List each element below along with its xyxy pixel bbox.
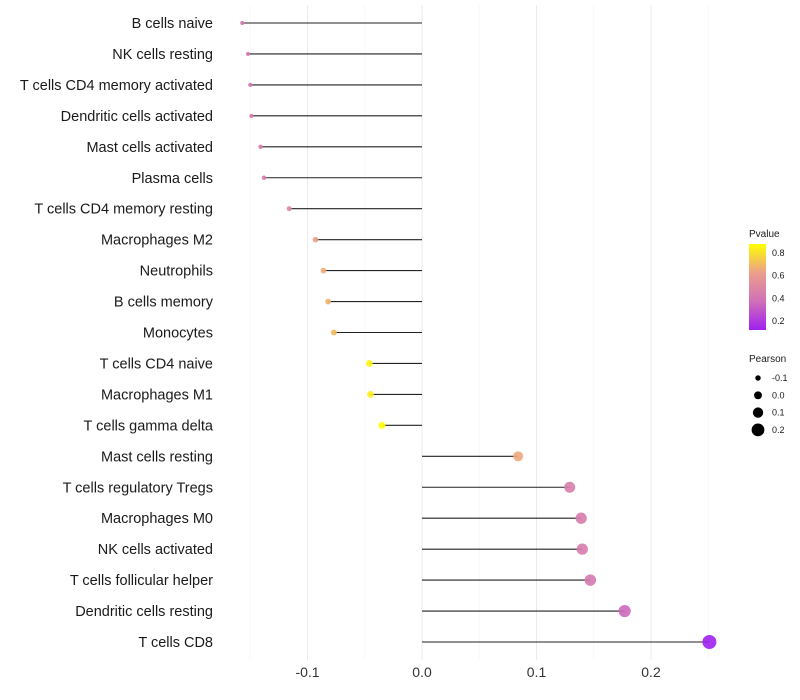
lollipop-point xyxy=(248,82,253,88)
lollipop-point xyxy=(618,604,631,618)
size-legend-label: 0.1 xyxy=(772,408,785,418)
lollipop-point xyxy=(575,512,587,524)
color-bar-tick: 0.2 xyxy=(772,316,785,326)
legend-title-pvalue: Pvalue xyxy=(749,229,780,240)
lollipop-point xyxy=(320,267,327,274)
category-label: B cells naive xyxy=(132,16,213,32)
lollipop-point xyxy=(365,360,373,367)
lollipop-point xyxy=(312,236,319,243)
lollipop-point xyxy=(240,20,245,26)
color-bar-tick: 0.6 xyxy=(772,271,785,281)
lollipop-point xyxy=(564,481,576,493)
category-label: Monocytes xyxy=(143,326,213,342)
lollipop-point xyxy=(258,144,263,150)
color-bar-tick: 0.4 xyxy=(772,293,785,303)
lollipop-point xyxy=(325,298,332,305)
size-legend-label: 0.0 xyxy=(772,390,785,400)
category-label: B cells memory xyxy=(114,295,214,311)
color-bar-tick: 0.8 xyxy=(772,248,785,258)
category-label: Macrophages M1 xyxy=(101,387,213,403)
size-legend-label: 0.2 xyxy=(772,425,785,435)
category-label: Macrophages M2 xyxy=(101,233,213,249)
x-tick-label: 0.0 xyxy=(412,664,432,680)
size-legend-dot xyxy=(755,375,761,381)
size-legend-dot xyxy=(754,391,762,400)
category-label: Mast cells activated xyxy=(86,140,213,156)
category-label: T cells regulatory Tregs xyxy=(63,480,213,496)
lollipop-point xyxy=(249,113,254,118)
x-tick-label: 0.1 xyxy=(527,664,547,680)
lollipop-point xyxy=(584,574,597,586)
lollipop-point xyxy=(286,206,292,212)
lollipop-point xyxy=(245,51,251,57)
size-legend-dot xyxy=(751,423,765,437)
category-label: T cells follicular helper xyxy=(70,573,213,589)
category-label: T cells CD4 memory activated xyxy=(20,78,213,94)
category-label: T cells CD4 memory resting xyxy=(34,202,213,218)
category-label: Dendritic cells resting xyxy=(75,604,213,620)
category-label: T cells gamma delta xyxy=(84,418,214,434)
category-label: Dendritic cells activated xyxy=(61,109,213,125)
category-label: Neutrophils xyxy=(140,264,213,280)
lollipop-point xyxy=(261,175,267,181)
lollipop-point xyxy=(367,390,374,398)
category-label: NK cells resting xyxy=(112,47,213,63)
lollipop-point xyxy=(330,329,337,336)
lollipop-point xyxy=(513,451,524,462)
color-bar xyxy=(749,244,766,330)
lollipop-point xyxy=(702,634,717,650)
legend-title-pearson: Pearson xyxy=(749,354,786,365)
category-label: Macrophages M0 xyxy=(101,511,213,527)
category-label: T cells CD4 naive xyxy=(100,356,213,372)
size-legend-dot xyxy=(752,407,764,418)
lollipop-point xyxy=(378,421,386,429)
category-label: Mast cells resting xyxy=(101,449,213,465)
category-label: T cells CD8 xyxy=(138,635,213,651)
category-label: Plasma cells xyxy=(132,171,213,187)
lollipop-point xyxy=(576,543,588,555)
size-legend-label: -0.1 xyxy=(772,373,788,383)
x-tick-label: 0.2 xyxy=(641,664,661,680)
category-label: NK cells activated xyxy=(98,542,213,558)
x-tick-label: -0.1 xyxy=(295,664,319,680)
